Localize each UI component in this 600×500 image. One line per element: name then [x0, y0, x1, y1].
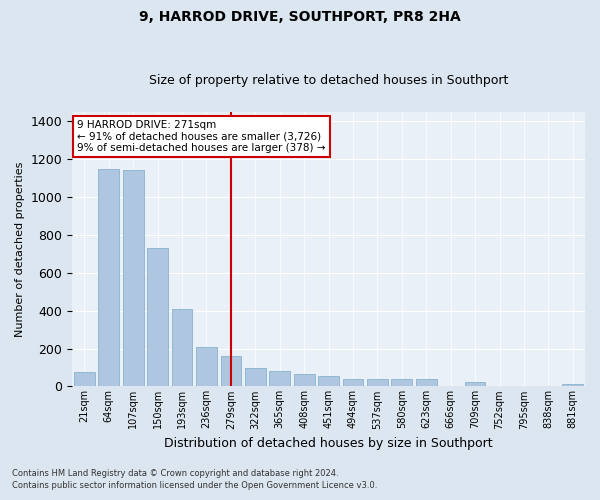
- X-axis label: Distribution of detached houses by size in Southport: Distribution of detached houses by size …: [164, 437, 493, 450]
- Bar: [147, 248, 168, 386]
- Title: Size of property relative to detached houses in Southport: Size of property relative to detached ho…: [149, 74, 508, 87]
- Bar: [221, 356, 241, 386]
- Bar: [465, 382, 485, 386]
- Bar: [123, 170, 143, 386]
- Bar: [391, 379, 412, 386]
- Bar: [196, 346, 217, 387]
- Bar: [562, 384, 583, 386]
- Bar: [294, 374, 314, 386]
- Bar: [172, 308, 193, 386]
- Bar: [245, 368, 266, 386]
- Bar: [367, 379, 388, 386]
- Bar: [98, 168, 119, 386]
- Bar: [74, 372, 95, 386]
- Text: Contains HM Land Registry data © Crown copyright and database right 2024.
Contai: Contains HM Land Registry data © Crown c…: [12, 469, 377, 490]
- Bar: [318, 376, 339, 386]
- Bar: [343, 379, 364, 386]
- Text: 9, HARROD DRIVE, SOUTHPORT, PR8 2HA: 9, HARROD DRIVE, SOUTHPORT, PR8 2HA: [139, 10, 461, 24]
- Bar: [269, 371, 290, 386]
- Text: 9 HARROD DRIVE: 271sqm
← 91% of detached houses are smaller (3,726)
9% of semi-d: 9 HARROD DRIVE: 271sqm ← 91% of detached…: [77, 120, 326, 153]
- Y-axis label: Number of detached properties: Number of detached properties: [15, 162, 25, 337]
- Bar: [416, 379, 437, 386]
